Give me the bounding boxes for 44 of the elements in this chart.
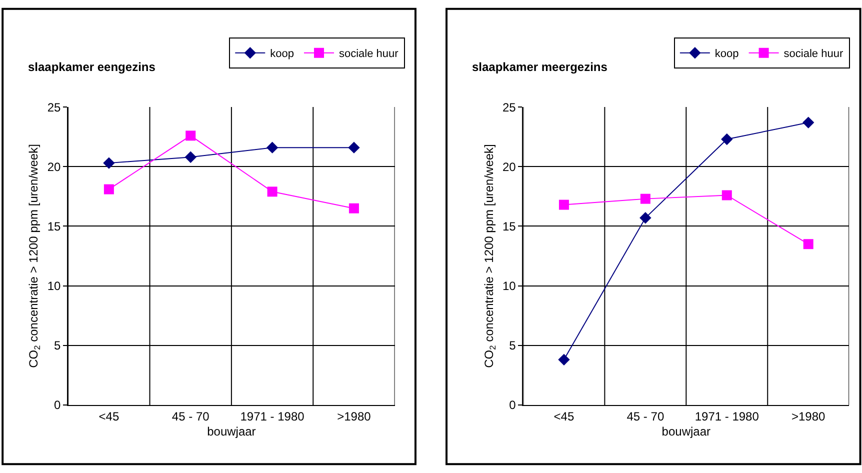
x-axis-title: bouwjaar bbox=[207, 424, 256, 438]
y-tick-label: 15 bbox=[47, 219, 62, 234]
x-tick-label: 45 - 70 bbox=[626, 409, 664, 424]
x-tick-label: <45 bbox=[98, 409, 120, 424]
point bbox=[640, 194, 650, 204]
x-tick-label: <45 bbox=[554, 409, 574, 424]
chart-title: slaapkamer eengezins bbox=[28, 60, 156, 74]
y-tick-label: 5 bbox=[54, 338, 62, 353]
y-tick-label: 0 bbox=[54, 398, 62, 412]
y-tick-label: 20 bbox=[502, 160, 516, 174]
point bbox=[184, 151, 196, 163]
point bbox=[186, 130, 196, 141]
point bbox=[558, 354, 570, 366]
y-tick-label: 10 bbox=[47, 278, 62, 293]
point bbox=[104, 184, 114, 194]
y-tick-label: 10 bbox=[502, 278, 516, 293]
point bbox=[348, 142, 360, 154]
y-tick-label: 25 bbox=[47, 100, 62, 114]
y-tick-label: 15 bbox=[502, 219, 516, 234]
point bbox=[103, 157, 115, 169]
legend-label: sociale huur bbox=[339, 48, 399, 60]
point bbox=[722, 190, 732, 200]
legend-label: koop bbox=[714, 48, 739, 60]
x-axis-title: bouwjaar bbox=[662, 424, 711, 438]
point bbox=[266, 142, 278, 154]
x-tick-label: >1980 bbox=[791, 409, 826, 424]
legend-label: koop bbox=[270, 48, 294, 60]
point bbox=[348, 203, 359, 214]
chart-title: slaapkamer meergezins bbox=[472, 60, 608, 74]
x-tick-label: >1980 bbox=[337, 409, 372, 424]
point bbox=[802, 116, 814, 128]
y-tick-label: 20 bbox=[47, 160, 62, 174]
point bbox=[803, 239, 814, 250]
point bbox=[558, 200, 569, 210]
point bbox=[267, 186, 278, 197]
x-tick-label: 1971 - 1980 bbox=[240, 409, 305, 424]
y-tick-label: 5 bbox=[509, 338, 516, 353]
y-tick-label: 0 bbox=[509, 398, 516, 412]
point bbox=[640, 212, 652, 224]
point bbox=[721, 133, 733, 146]
legend-label: sociale huur bbox=[784, 48, 844, 60]
y-tick-label: 25 bbox=[502, 100, 516, 114]
x-tick-label: 45 - 70 bbox=[172, 409, 210, 424]
x-tick-label: 1971 - 1980 bbox=[694, 409, 760, 424]
